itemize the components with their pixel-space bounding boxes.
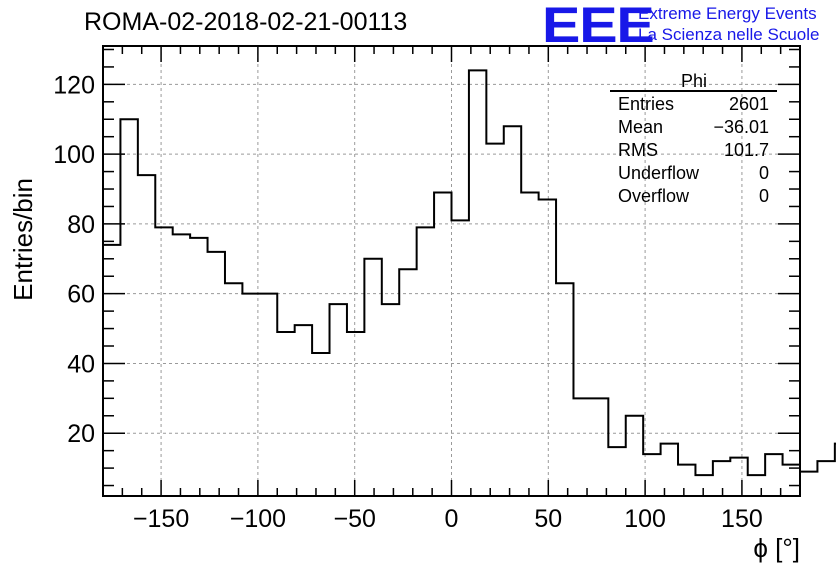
y-tick-label: 100 xyxy=(53,141,95,169)
x-tick-label: 0 xyxy=(445,505,459,533)
logo-tagline-2: La Scienza nelle Scuole xyxy=(638,25,820,44)
stats-value: 0 xyxy=(759,163,769,183)
x-tick-label: 100 xyxy=(624,505,666,533)
stats-box: Phi Entries 2601 Mean −36.01 RMS 101.7 Underfl… xyxy=(610,71,777,206)
logo-tagline-1: Extreme Energy Events xyxy=(638,4,817,23)
stats-box-title: Phi xyxy=(681,71,707,91)
y-tick-label: 80 xyxy=(67,211,95,239)
stats-label: RMS xyxy=(618,140,658,160)
stats-value: 2601 xyxy=(729,94,769,114)
stats-label: Overflow xyxy=(618,186,690,206)
axis-tick-labels: −150 −100 −50 0 50 100 150 20 40 60 80 100 120 xyxy=(53,71,762,533)
x-tick-label: −50 xyxy=(333,505,375,533)
stats-value: −36.01 xyxy=(713,117,769,137)
y-tick-label: 60 xyxy=(67,281,95,309)
x-tick-label: −100 xyxy=(230,505,286,533)
y-tick-label: 20 xyxy=(67,420,95,448)
stats-label: Underflow xyxy=(618,163,700,183)
y-axis-label: Entries/bin xyxy=(8,178,38,301)
stats-label: Mean xyxy=(618,117,663,137)
run-title: ROMA-02-2018-02-21-00113 xyxy=(84,8,408,36)
axis-ticks xyxy=(102,46,801,496)
x-axis-label: ϕ [°] xyxy=(753,533,800,563)
stats-value: 0 xyxy=(759,186,769,206)
stats-value: 101.7 xyxy=(724,140,769,160)
y-tick-label: 120 xyxy=(53,71,95,99)
histogram-step-line xyxy=(103,69,836,477)
eee-logo: EEE xyxy=(542,0,655,53)
x-tick-label: 50 xyxy=(534,505,562,533)
grid-lines xyxy=(103,46,800,496)
x-tick-label: −150 xyxy=(133,505,189,533)
y-tick-label: 40 xyxy=(67,350,95,378)
x-tick-label: 150 xyxy=(721,505,763,533)
stats-label: Entries xyxy=(618,94,674,114)
